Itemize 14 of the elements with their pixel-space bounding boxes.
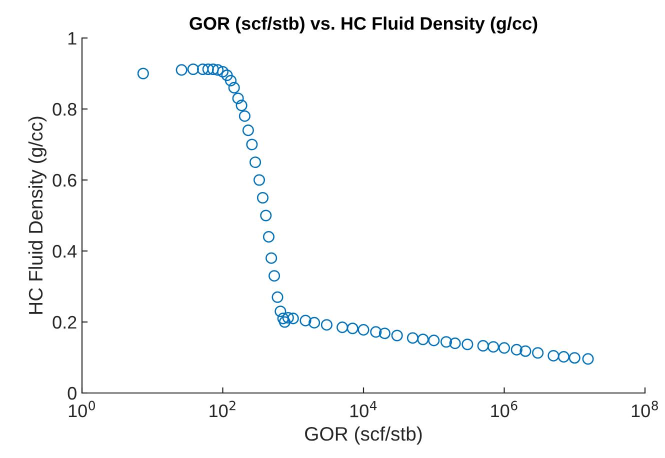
x-tick-label: 10$^{0}$ (68, 400, 96, 418)
y-tick-label: 0.4 (52, 244, 77, 258)
x-tick-label: 10$^{8}$ (632, 400, 658, 418)
y-tick-label: 0 (68, 386, 76, 400)
x-tick-label: 10$^{4}$ (350, 400, 377, 418)
x-axis-title: GOR (scf/stb) (305, 426, 422, 445)
x-tick-label: 10$^{2}$ (210, 400, 236, 418)
x-tick-label: 10$^{6}$ (491, 400, 518, 418)
chart-title: GOR (scf/stb) vs. HC Fluid Density (g/cc) (190, 16, 538, 34)
y-axis-title: HC Fluid Density (g/cc) (28, 116, 46, 314)
y-tick-label: 0.6 (52, 174, 76, 187)
y-tick-label: 0.2 (52, 316, 76, 329)
y-tick-label: 1 (68, 32, 76, 45)
y-tick-label: 0.8 (52, 102, 76, 116)
